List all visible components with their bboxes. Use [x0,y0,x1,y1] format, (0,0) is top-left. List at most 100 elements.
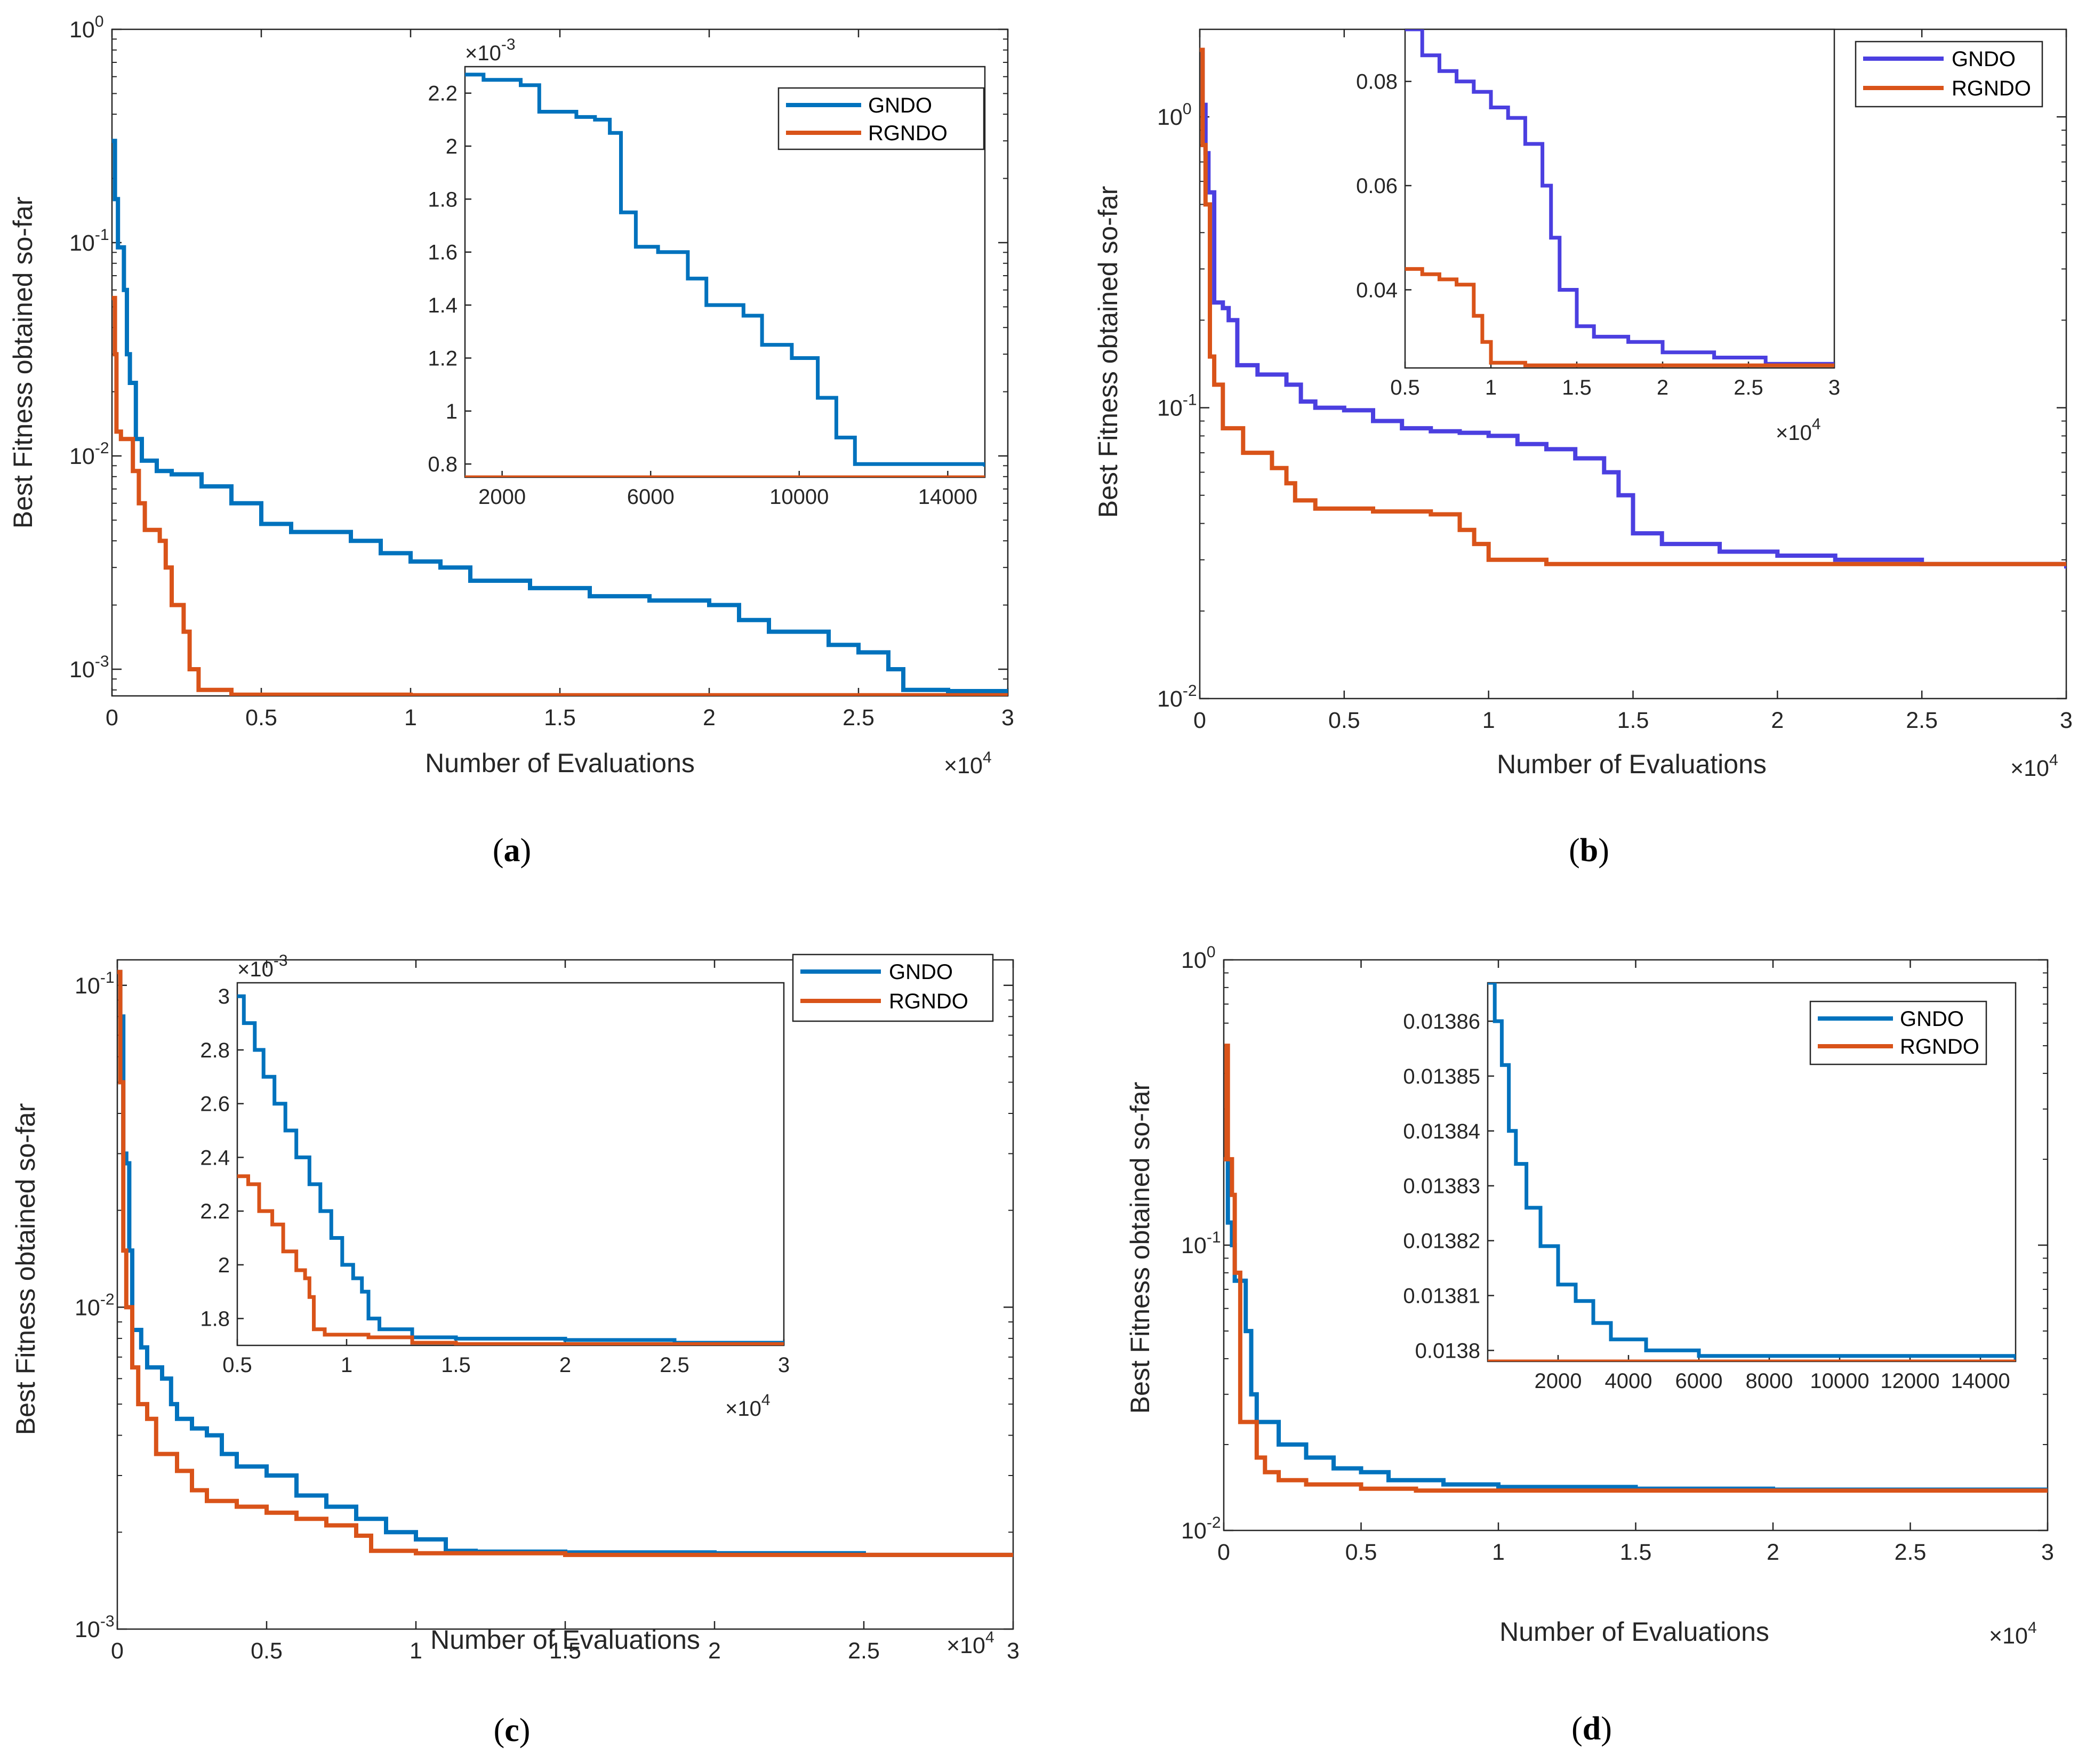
x-tick-label: 2.5 [843,705,874,731]
inset-x-tick-label: 2.5 [660,1353,689,1377]
y-tick-label-base: 10 [69,657,95,683]
y-tick-label-exp: -3 [95,653,109,670]
x-tick-label: 1 [404,705,417,731]
x-tick-label: 2.5 [848,1638,880,1664]
inset-legend-label-gndo: GNDO [1900,1007,1964,1031]
x-tick-label: 0.5 [1345,1540,1377,1565]
y-tick-label: 100 [69,13,104,43]
inset-series-gndo [237,994,784,1345]
series-rgndo [112,295,1008,696]
inset-x-tick-label: 10000 [769,485,829,509]
y-tick-label: 10-2 [69,439,109,469]
x-multiplier-exp: 4 [2028,1619,2037,1637]
x-tick-label: 1.5 [1620,1540,1652,1565]
inset-x-tick-label: 6000 [1675,1369,1723,1393]
x-multiplier: ×104 [2010,751,2058,781]
inset-y-multiplier-exp: -3 [274,952,288,969]
x-tick-label: 0 [1217,1540,1230,1565]
inset-series-gndo [1405,29,1834,366]
panel-caption: (d) [1571,1711,1612,1747]
inset-series-gndo [1488,983,2016,1361]
caption-letter: b [1580,832,1598,869]
inset-axes [1404,28,1835,369]
inset-x-tick-label: 3 [778,1353,790,1377]
caption-letter: a [504,832,520,869]
inset-x-tick-label: 14000 [1951,1369,2010,1393]
inset-y-multiplier-base: ×10 [465,42,501,65]
x-tick-label: 0 [1193,708,1206,733]
inset-x-tick-label: 6000 [627,485,675,509]
inset-d: 2000 4000 6000 8000 10000 12000 14000 0.0138 0.0… [1403,982,2017,1393]
caption-letter: d [1583,1711,1601,1747]
inset-y-multiplier-exp: -3 [501,36,516,53]
inset-legend-label-rgndo: RGNDO [1900,1035,1979,1059]
x-multiplier-base: ×10 [946,1633,985,1658]
y-axis-label: Best Fitness obtained so-far [11,1103,41,1436]
y-tick-label: 100 [1181,943,1216,973]
y-tick-label-base: 10 [1181,1518,1207,1544]
x-axis-label: Number of Evaluations [1499,1617,1769,1647]
inset-y-multiplier: ×10-3 [465,36,516,65]
x-tick-label: 1.5 [544,705,576,731]
inset-y-tick-label: 0.08 [1356,70,1398,94]
x-tick-label: 1 [1492,1540,1505,1565]
y-tick-label-exp: -1 [100,969,115,987]
inset-legend-label-rgndo: RGNDO [868,122,948,145]
inset-y-multiplier: ×10-3 [237,952,288,981]
caption-letter: c [504,1712,519,1749]
inset-y-tick-label: 1.8 [200,1308,230,1331]
inset-legend-label-gndo: GNDO [868,94,932,117]
y-tick-label-base: 10 [69,444,95,469]
x-multiplier: ×104 [946,1629,994,1658]
x-tick-label: 1.5 [549,1638,581,1664]
inset-legend-box [777,87,985,150]
x-multiplier: ×104 [944,749,992,779]
inset-y-tick-label: 1.2 [428,347,458,370]
x-tick-label: 0.5 [245,705,277,731]
y-tick-label-base: 10 [75,973,100,999]
inset-y-tick-label: 0.01386 [1403,1010,1480,1033]
x-multiplier-exp: 4 [985,1629,994,1646]
y-tick-label: 10-2 [75,1290,115,1320]
inset-y-tick-label: 1.4 [428,294,458,317]
inset-x-tick-label: 2000 [478,485,526,509]
inset-x-tick-label: 2 [559,1353,571,1377]
x-axis-label: Number of Evaluations [430,1625,700,1655]
inset-x-multiplier-exp: 4 [761,1391,771,1409]
y-tick-label-base: 10 [69,230,95,256]
y-tick-label: 100 [1157,100,1192,130]
inset-x-tick-label: 2.5 [1734,376,1763,399]
x-tick-label: 2.5 [1906,708,1938,733]
y-tick-label-exp: -1 [95,226,109,244]
x-tick-label: 3 [2041,1540,2054,1565]
inset-x-multiplier: ×104 [725,1391,771,1421]
inset-x-tick-label: 3 [1828,376,1840,399]
legend-label-rgndo: RGNDO [889,990,968,1013]
inset-y-tick-label: 0.01384 [1403,1120,1480,1143]
x-tick-label: 0.5 [251,1638,283,1664]
y-tick-label-base: 10 [1157,396,1183,421]
inset-x-tick-label: 1.5 [441,1353,471,1377]
x-tick-label: 0 [111,1638,124,1664]
inset-series-rgndo [1405,267,1834,367]
y-tick-label-exp: 0 [95,13,104,30]
y-tick-label-base: 10 [1181,948,1207,973]
y-tick-label: 10-3 [75,1613,115,1642]
x-tick-label: 0.5 [1328,708,1360,733]
x-axis-label: Number of Evaluations [1497,749,1767,779]
x-tick-label: 0 [106,705,118,731]
inset-y-tick-label: 0.0138 [1415,1339,1480,1362]
y-axis-label: Best Fitness obtained so-far [1093,186,1123,518]
y-tick-label-exp: -1 [1207,1229,1221,1246]
inset-x-multiplier-exp: 4 [1812,415,1821,433]
x-tick-label: 1 [410,1638,422,1664]
y-tick-label-base: 10 [1157,686,1183,712]
inset-y-tick-label: 0.01381 [1403,1285,1480,1308]
y-tick-label-exp: 0 [1183,100,1192,118]
y-tick-label-exp: -2 [1183,682,1197,700]
x-multiplier: ×104 [1989,1619,2037,1649]
inset-x-tick-label: 0.5 [1390,376,1420,399]
y-tick-label-base: 10 [75,1295,100,1320]
inset-x-tick-label: 1.5 [1562,376,1592,399]
